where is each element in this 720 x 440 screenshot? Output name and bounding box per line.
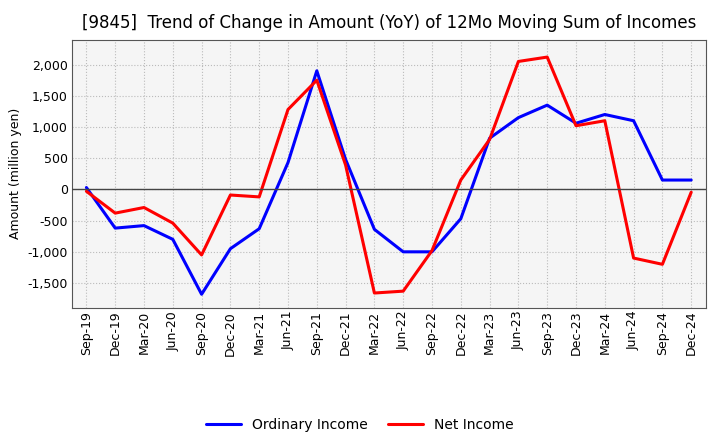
Ordinary Income	[399, 249, 408, 254]
Ordinary Income	[514, 115, 523, 120]
Net Income	[140, 205, 148, 210]
Ordinary Income	[82, 185, 91, 190]
Net Income	[687, 190, 696, 195]
Net Income	[658, 262, 667, 267]
Line: Ordinary Income: Ordinary Income	[86, 71, 691, 294]
Ordinary Income	[341, 157, 350, 162]
Net Income	[514, 59, 523, 64]
Ordinary Income	[197, 292, 206, 297]
Ordinary Income	[168, 237, 177, 242]
Legend: Ordinary Income, Net Income: Ordinary Income, Net Income	[200, 412, 520, 437]
Ordinary Income	[456, 216, 465, 221]
Net Income	[226, 192, 235, 198]
Y-axis label: Amount (million yen): Amount (million yen)	[9, 108, 22, 239]
Ordinary Income	[658, 177, 667, 183]
Net Income	[111, 210, 120, 216]
Net Income	[428, 248, 436, 253]
Ordinary Income	[284, 160, 292, 165]
Ordinary Income	[629, 118, 638, 123]
Net Income	[370, 290, 379, 296]
Net Income	[399, 289, 408, 294]
Net Income	[197, 252, 206, 257]
Ordinary Income	[485, 136, 494, 141]
Net Income	[485, 137, 494, 142]
Net Income	[312, 77, 321, 83]
Ordinary Income	[140, 223, 148, 228]
Ordinary Income	[111, 225, 120, 231]
Net Income	[572, 123, 580, 128]
Ordinary Income	[226, 246, 235, 251]
Net Income	[255, 194, 264, 199]
Net Income	[341, 162, 350, 168]
Title: [9845]  Trend of Change in Amount (YoY) of 12Mo Moving Sum of Incomes: [9845] Trend of Change in Amount (YoY) o…	[81, 15, 696, 33]
Ordinary Income	[370, 227, 379, 232]
Net Income	[456, 177, 465, 183]
Net Income	[82, 189, 91, 194]
Net Income	[168, 220, 177, 226]
Ordinary Income	[312, 68, 321, 73]
Net Income	[600, 118, 609, 123]
Net Income	[543, 55, 552, 60]
Net Income	[284, 107, 292, 112]
Ordinary Income	[687, 177, 696, 183]
Ordinary Income	[255, 226, 264, 231]
Ordinary Income	[428, 249, 436, 254]
Net Income	[629, 256, 638, 261]
Ordinary Income	[600, 112, 609, 117]
Ordinary Income	[572, 121, 580, 126]
Line: Net Income: Net Income	[86, 57, 691, 293]
Ordinary Income	[543, 103, 552, 108]
